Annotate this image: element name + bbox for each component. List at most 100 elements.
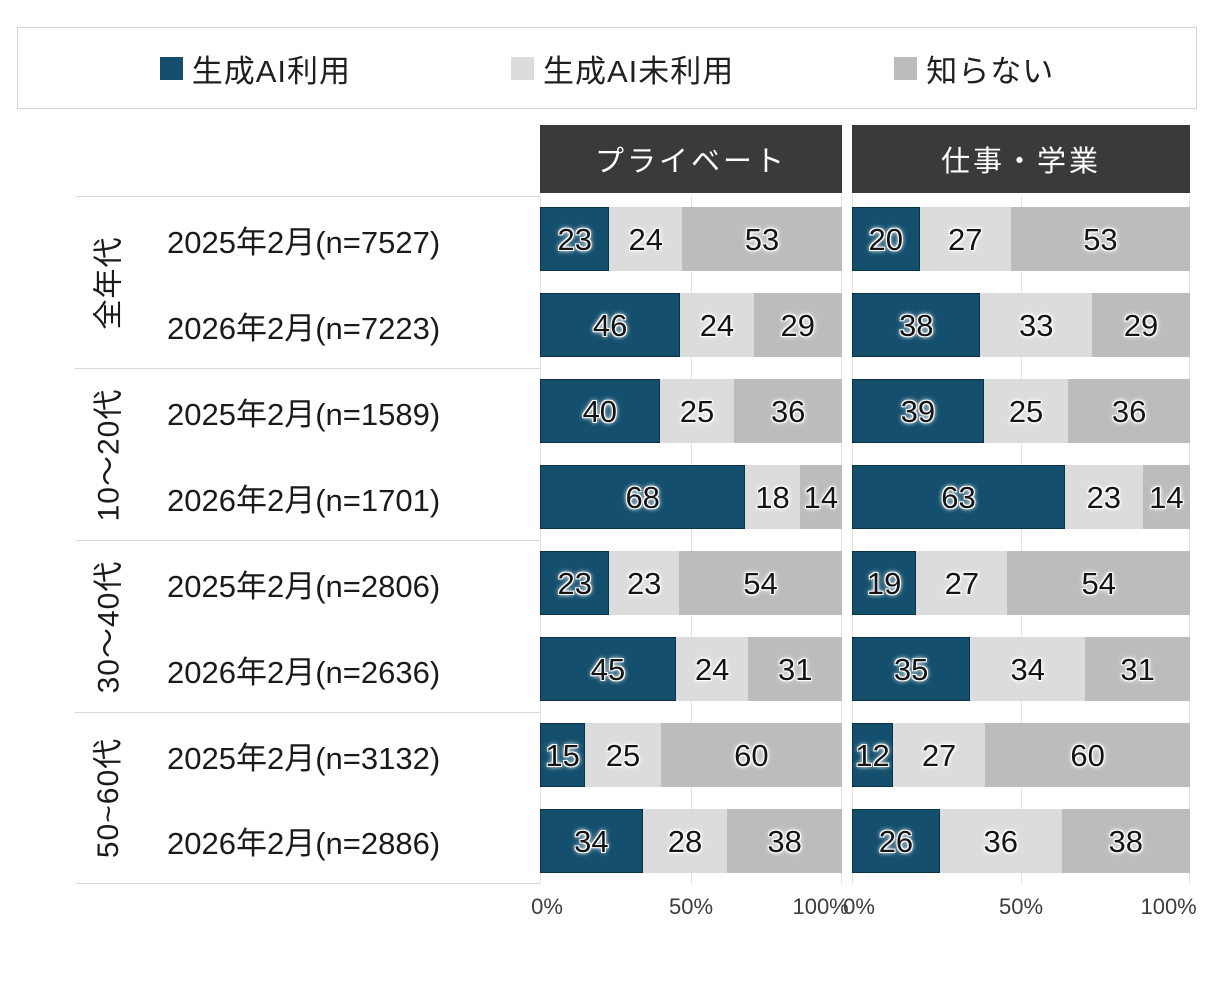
gridline [540,368,541,540]
legend-label-ai-not-used: 生成AI未利用 [543,53,735,89]
bar-value: 60 [1070,737,1105,773]
stacked-bar: 19 27 54 [852,551,1190,615]
bar-segment-生成AI未利用: 24 [675,637,749,701]
bar-segment-生成AI未利用: 24 [680,293,754,357]
gridline [1189,712,1190,884]
bar-row: 63 23 14 [852,454,1190,540]
bar-value: 19 [866,565,902,601]
bar-value: 14 [803,479,839,515]
bar-value: 14 [1149,479,1184,515]
bar-segment-生成AI利用: 45 [540,637,676,701]
stacked-bar: 23 23 54 [540,551,842,615]
stacked-bar: 20 27 53 [852,207,1190,271]
bar-row: 15 25 60 [540,712,842,798]
bar-value: 45 [590,651,626,687]
axis-tick-0: 0% [531,894,563,919]
gridline [1021,540,1022,712]
axis-tick-0: 0% [843,894,875,919]
bar-segment-生成AI未利用: 36 [939,809,1062,873]
bar-row: 20 27 53 [852,196,1190,282]
bar-segment-知らない: 14 [1142,465,1190,529]
bar-row: 12 27 60 [852,712,1190,798]
legend-swatch-ai-used-icon [159,56,183,80]
bar-segment-知らない: 53 [681,207,842,271]
gridline [841,196,842,368]
bar-segment-生成AI未利用: 23 [609,551,679,615]
gridline [1021,368,1022,540]
bar-row: 39 25 36 [852,368,1190,454]
row-label: 2026年2月(n=7223) [167,310,441,346]
bar-segment-知らない: 36 [1068,379,1190,443]
bar-value: 25 [679,393,715,429]
gridline [691,196,692,368]
bar-value: 36 [983,823,1018,859]
bar-segment-生成AI未利用: 28 [642,809,728,873]
bar-segment-生成AI未利用: 23 [1064,465,1143,529]
legend-swatch-ai-not-used-icon [511,56,534,80]
bar-segment-生成AI利用: 23 [540,551,610,615]
bar-value: 25 [1008,393,1044,429]
stacked-bar: 63 23 14 [852,465,1190,529]
bar-segment-生成AI未利用: 24 [609,207,682,271]
gridline [852,540,853,712]
bar-segment-生成AI未利用: 25 [585,723,661,787]
bar-segment-生成AI未利用: 27 [916,551,1008,615]
group-rows: 全年代 2025年2月(n=7527) 2026年2月(n=7223) 23 24 53 4… [75,196,1190,884]
bar-segment-知らない: 54 [678,551,842,615]
bar-segment-知らない: 29 [753,293,843,357]
bar-segment-生成AI利用: 68 [540,465,746,529]
chart-area: プライベート 仕事・学業 全年代 2025年2月(n=7527) 2026年2月(n… [75,125,1197,928]
bar-segment-生成AI未利用: 33 [980,293,1092,357]
axis-tick-100: 100% [792,894,849,919]
panel-gap [842,540,852,712]
group-labels: 10〜20代 2025年2月(n=1589) 2026年2月(n=1701) [75,368,540,540]
bar-segment-生成AI利用: 38 [852,293,981,357]
bar-segment-知らない: 60 [660,723,842,787]
gridline [540,712,541,884]
group-label: 10〜20代 [92,388,125,521]
axis-tick-50: 50% [668,894,714,919]
bar-value: 23 [1086,479,1122,515]
bar-value: 24 [694,651,730,687]
row-label: 2026年2月(n=2636) [167,654,441,690]
bar-segment-知らない: 38 [1061,809,1190,873]
bar-segment-生成AI利用: 15 [540,723,586,787]
bar-value: 31 [1120,651,1155,687]
bar-segment-生成AI利用: 26 [852,809,940,873]
bar-value: 36 [1111,393,1147,429]
bar-segment-生成AI未利用: 34 [970,637,1086,701]
bar-segment-生成AI未利用: 27 [919,207,1011,271]
bar-row: 40 25 36 [540,368,842,454]
group-label: 全年代 [92,236,125,329]
bar-segment-知らない: 31 [1085,637,1190,701]
group-label: 30〜40代 [92,560,125,693]
panel-gap [842,368,852,540]
axis-work: 0% 50% 100% [843,892,1197,928]
legend-label-dont-know: 知らない [926,53,1055,89]
axis-row: 0% 50% 100% 0% 50% 100% [75,892,1197,928]
gridline [540,540,541,712]
bar-value: 34 [1010,651,1045,687]
row-label: 2026年2月(n=2886) [167,826,441,861]
row-label: 2026年2月(n=1701) [167,482,441,518]
stacked-bar: 68 18 14 [540,465,842,529]
axis-private: 0% 50% 100% [531,892,849,928]
bar-value: 26 [878,823,914,859]
row-labels: 2025年2月(n=1589) 2026年2月(n=1701) [135,369,540,540]
bar-value: 15 [545,737,580,773]
bar-segment-生成AI未利用: 27 [892,723,986,787]
group-row: 50~60代 2025年2月(n=3132) 2026年2月(n=2886) 15 25… [75,712,1190,884]
gridline [691,368,692,540]
gridline [841,712,842,884]
row-label: 2025年2月(n=7527) [167,225,441,261]
bar-value: 40 [582,393,618,429]
bar-segment-生成AI利用: 46 [540,293,681,357]
stacked-bar: 34 28 38 [540,809,843,873]
panel-private: 15 25 60 34 28 38 [540,712,843,884]
panel-gap [842,125,852,193]
gridline [1021,712,1022,884]
stacked-bar: 38 33 29 [852,293,1190,357]
row-label: 2025年2月(n=2806) [167,569,441,605]
bar-value: 36 [770,393,806,429]
